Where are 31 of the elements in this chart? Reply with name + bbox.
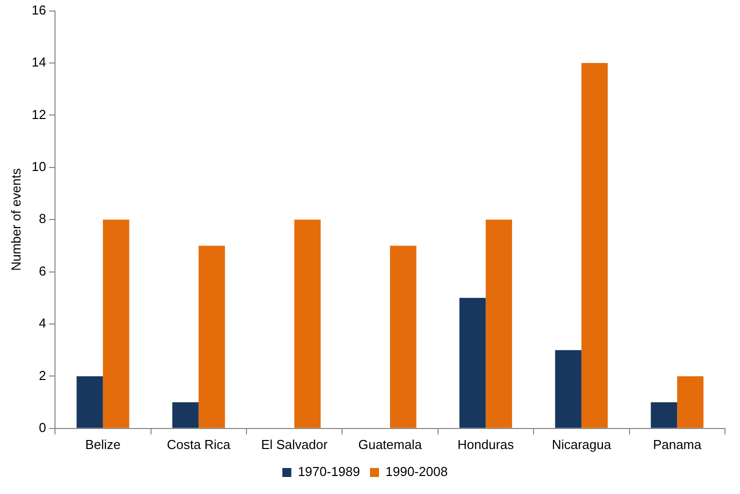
- bar: [677, 376, 704, 428]
- bar: [581, 63, 608, 428]
- bar: [650, 402, 678, 428]
- legend-label: 1990-2008: [386, 464, 448, 480]
- bar: [555, 350, 582, 428]
- y-tick-label: 4: [38, 316, 46, 331]
- y-tick-label: 8: [38, 211, 46, 226]
- bar: [102, 220, 130, 428]
- y-axis-title: Number of events: [8, 168, 24, 271]
- y-tick-label: 16: [32, 2, 46, 18]
- y-tick-label: 2: [38, 368, 46, 383]
- y-tick-label: 6: [38, 263, 46, 278]
- x-tick-label: Belize: [85, 436, 121, 452]
- x-tick-label: Panama: [652, 436, 702, 452]
- x-tick-label: Costa Rica: [166, 436, 232, 452]
- x-tick-label: El Salvador: [261, 436, 328, 452]
- bar: [459, 298, 486, 428]
- y-tick-label: 14: [32, 54, 46, 70]
- y-tick-label: 12: [32, 106, 46, 122]
- bar: [76, 376, 103, 428]
- x-tick-label: Honduras: [458, 436, 514, 452]
- bar: [198, 246, 225, 428]
- bar: [294, 220, 321, 428]
- x-tick-label: Guatemala: [358, 436, 423, 452]
- bar: [390, 246, 416, 428]
- legend-label: 1970-1989: [298, 464, 360, 480]
- y-tick-label: 0: [38, 420, 46, 435]
- x-tick-label: Nicaragua: [552, 436, 612, 452]
- bar: [486, 220, 512, 428]
- y-tick-label: 10: [32, 158, 46, 174]
- bar: [172, 402, 199, 428]
